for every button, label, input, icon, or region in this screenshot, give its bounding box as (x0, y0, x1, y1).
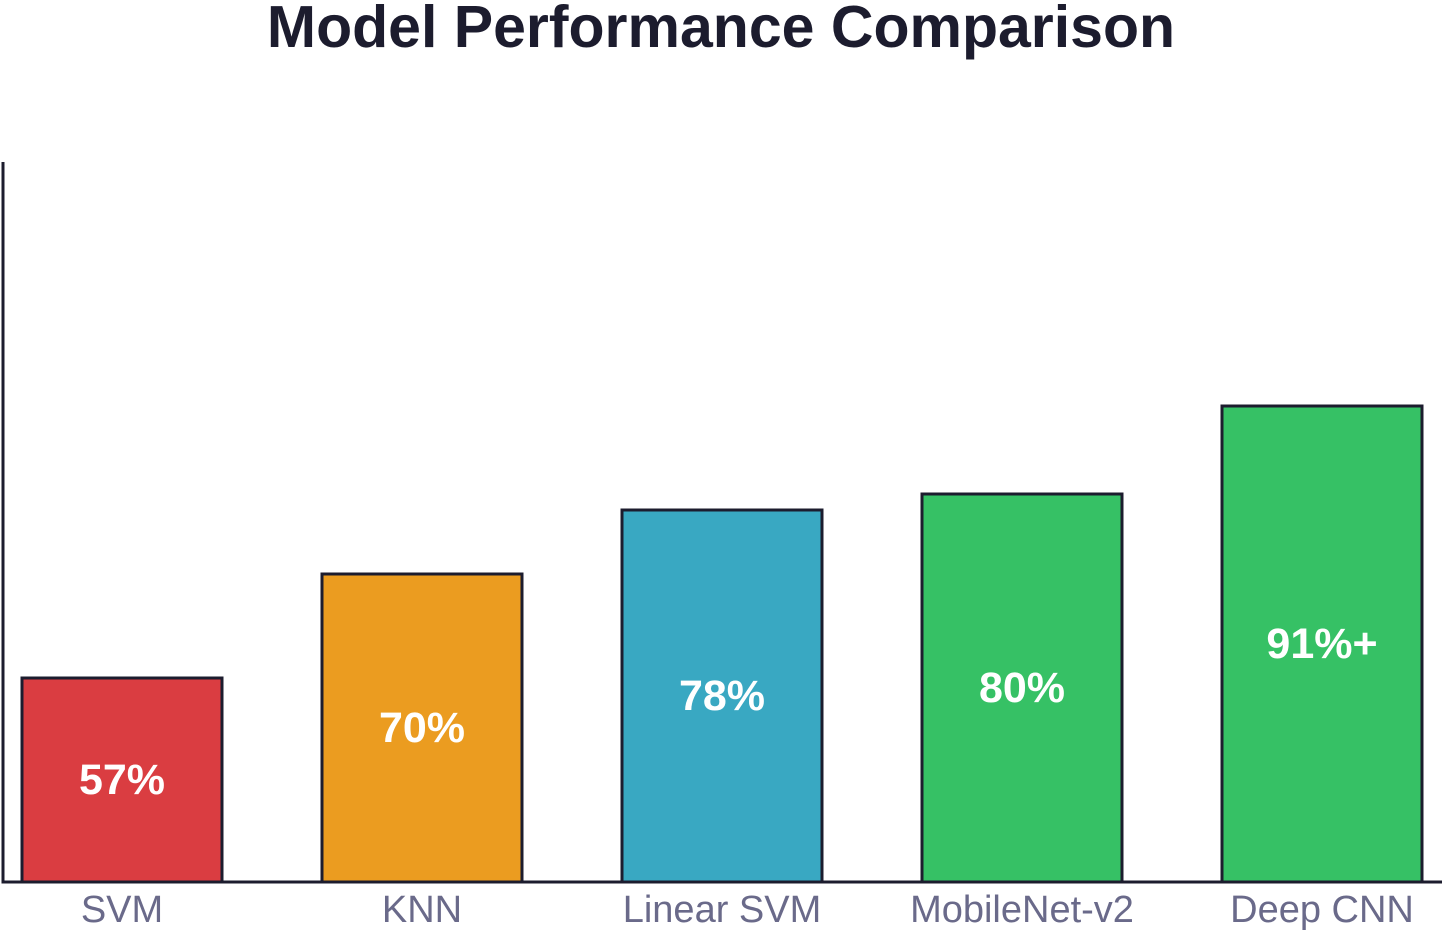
data-label-deep-cnn: 91%+ (1266, 620, 1377, 668)
bar-knn (320, 572, 524, 884)
data-label-svm: 57% (79, 756, 165, 804)
x-tick-label-svm: SVM (81, 889, 163, 931)
x-tick-label-linear-svm: Linear SVM (623, 889, 822, 931)
data-label-mobilenet-v2: 80% (979, 664, 1065, 712)
x-tick-label-mobilenet-v2: MobileNet-v2 (910, 889, 1134, 931)
x-tick-label-deep-cnn: Deep CNN (1230, 889, 1414, 931)
data-label-linear-svm: 78% (679, 672, 765, 720)
x-tick-label-knn: KNN (382, 889, 462, 931)
chart-title: Model Performance Comparison (266, 0, 1176, 60)
bars-layer (20, 404, 1424, 884)
bar-linear-svm (620, 508, 824, 884)
x-tick-labels-layer: SVM KNN Linear SVM MobileNet-v2 Deep CNN (81, 889, 1414, 931)
bar-svm (20, 676, 224, 884)
bar-mobilenet-v2 (920, 492, 1124, 884)
axes-layer (1, 162, 1442, 884)
data-labels-layer: 57% 70% 78% 80% 91%+ (79, 620, 1378, 804)
data-label-knn: 70% (379, 704, 465, 752)
